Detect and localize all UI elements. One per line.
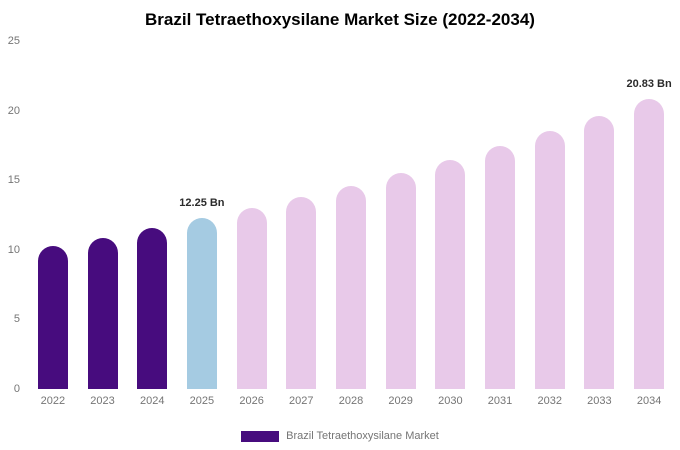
bar-column-2022: 2022 bbox=[28, 41, 78, 407]
bar-2022 bbox=[37, 246, 68, 389]
legend-swatch bbox=[241, 430, 280, 442]
chart-title: Brazil Tetraethoxysilane Market Size (20… bbox=[145, 10, 535, 29]
bar-2034 bbox=[634, 99, 665, 389]
y-axis: 0 5 10 15 20 25 bbox=[0, 35, 24, 395]
data-label-2025: 12.25 Bn bbox=[179, 197, 225, 210]
y-tick-0: 0 bbox=[13, 383, 20, 395]
x-label-2023: 2023 bbox=[90, 395, 115, 407]
x-label-2022: 2022 bbox=[40, 395, 66, 407]
bar-column-2025: 2025 12.25 Bn bbox=[177, 41, 227, 407]
bar-2031 bbox=[485, 146, 516, 389]
x-label-2027: 2027 bbox=[289, 395, 314, 407]
bar-2033 bbox=[584, 115, 615, 389]
bar-column-2031: 2031 bbox=[475, 41, 525, 407]
bar-column-2032: 2032 bbox=[525, 41, 575, 407]
bar-2023 bbox=[87, 237, 118, 389]
bar-2029 bbox=[385, 173, 416, 389]
bar-2027 bbox=[286, 197, 317, 389]
y-tick-15: 15 bbox=[7, 174, 20, 187]
x-label-2033: 2033 bbox=[587, 395, 612, 407]
x-label-2032: 2032 bbox=[537, 395, 562, 407]
x-label-2030: 2030 bbox=[438, 395, 463, 407]
plot-area: 2022 2023 2024 2025 12.25 Bn 2026 2027 2028 2029… bbox=[28, 41, 674, 407]
x-label-2029: 2029 bbox=[388, 395, 413, 407]
bar-column-2026: 2026 bbox=[227, 41, 277, 407]
bar-column-2033: 2033 bbox=[575, 41, 625, 407]
data-label-2034: 20.83 Bn bbox=[626, 78, 672, 91]
legend: Brazil Tetraethoxysilane Market bbox=[0, 430, 680, 442]
y-tick-25: 25 bbox=[7, 35, 20, 47]
bar-2025 bbox=[186, 218, 217, 389]
bar-column-2023: 2023 bbox=[78, 41, 128, 407]
bar-column-2029: 2029 bbox=[376, 41, 426, 407]
x-label-2026: 2026 bbox=[239, 395, 264, 407]
bar-2030 bbox=[435, 160, 466, 389]
y-tick-5: 5 bbox=[13, 313, 20, 326]
legend-label: Brazil Tetraethoxysilane Market bbox=[286, 430, 439, 442]
bar-column-2030: 2030 bbox=[426, 41, 476, 407]
y-tick-20: 20 bbox=[7, 104, 20, 117]
bar-2024 bbox=[137, 228, 168, 389]
x-label-2028: 2028 bbox=[338, 395, 364, 407]
bar-2026 bbox=[236, 208, 267, 389]
y-tick-10: 10 bbox=[7, 243, 20, 256]
x-label-2034: 2034 bbox=[636, 395, 662, 407]
bar-column-2034: 2034 20.83 Bn bbox=[624, 41, 674, 407]
bar-column-2028: 2028 bbox=[326, 41, 376, 407]
x-label-2031: 2031 bbox=[487, 395, 513, 407]
bar-2028 bbox=[335, 185, 366, 389]
x-label-2025: 2025 bbox=[189, 395, 215, 407]
bar-column-2027: 2027 bbox=[276, 41, 326, 407]
bar-2032 bbox=[534, 131, 565, 389]
x-label-2024: 2024 bbox=[139, 395, 165, 407]
bar-column-2024: 2024 bbox=[127, 41, 177, 407]
